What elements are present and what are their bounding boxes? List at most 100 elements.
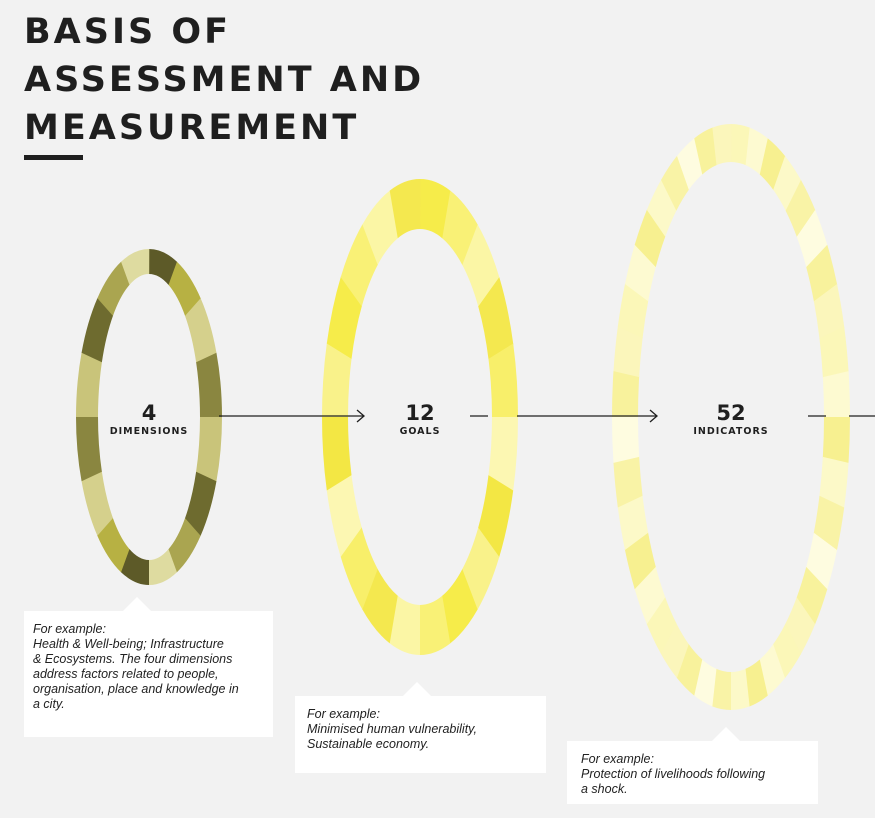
dimensions-ring-segment bbox=[148, 549, 177, 586]
indicators-ring-segment bbox=[813, 495, 845, 552]
goals-ring-segment bbox=[488, 417, 518, 492]
goals-ring-segment bbox=[442, 190, 478, 266]
goals-ring-segment bbox=[322, 342, 352, 417]
indicators-ring-segment bbox=[613, 325, 643, 378]
goals-ring-segment bbox=[326, 474, 362, 557]
dimensions-ring-segment bbox=[97, 261, 130, 316]
indicators-ring-segment bbox=[731, 123, 751, 166]
indicators-ring-segment bbox=[646, 179, 677, 237]
goals-ring-segment bbox=[462, 224, 500, 308]
goals-ring-segment bbox=[389, 178, 421, 239]
indicators-ring bbox=[611, 123, 851, 711]
callout-line: address factors related to people, bbox=[33, 667, 219, 681]
goals-ring-segment bbox=[478, 475, 514, 558]
indicators-example-callout: For example: Protection of livelihoods f… bbox=[567, 727, 818, 804]
dimensions-ring-segment bbox=[196, 417, 222, 482]
dimensions-ring-segment bbox=[97, 517, 130, 573]
goals-ring-segment bbox=[478, 277, 514, 360]
goals-ring-segment bbox=[340, 526, 378, 610]
callout-heading: For example: bbox=[307, 707, 380, 721]
dimensions-ring-segment bbox=[184, 471, 217, 537]
indicators-ring-segment bbox=[612, 370, 640, 417]
goals-ring-segment bbox=[340, 223, 378, 307]
indicators-ring-segment bbox=[711, 668, 731, 710]
indicators-ring-segment bbox=[712, 123, 732, 166]
indicators-ring-segment bbox=[806, 244, 838, 303]
indicators-ring-segment bbox=[745, 659, 768, 707]
dimensions-ring-segment bbox=[75, 416, 102, 482]
goals-ring-segment bbox=[419, 595, 451, 656]
goals-ring-segment bbox=[441, 569, 478, 644]
goals-count: 12 bbox=[405, 401, 435, 425]
dimensions-ring bbox=[75, 248, 223, 586]
dimensions-ring-segment bbox=[81, 471, 113, 536]
callout-line: & Ecosystems. The four dimensions bbox=[33, 652, 233, 666]
title-underline bbox=[24, 155, 83, 160]
goals-ring-segment bbox=[326, 276, 362, 359]
arrow-head-1 bbox=[356, 409, 365, 423]
callout-heading: For example: bbox=[33, 622, 106, 636]
indicators-ring-segment bbox=[785, 597, 816, 655]
indicators-ring-segment bbox=[819, 326, 849, 379]
indicators-ring-segment bbox=[822, 417, 850, 464]
indicators-ring-segment bbox=[617, 282, 649, 339]
goals-ring-segment bbox=[362, 190, 399, 265]
dimensions-stat: 4 DIMENSIONS bbox=[110, 401, 189, 439]
indicators-ring-segment bbox=[796, 566, 828, 626]
goals-ring-segment bbox=[420, 179, 451, 239]
arrow-head-2 bbox=[649, 409, 658, 423]
indicators-ring-segment bbox=[624, 531, 656, 590]
goals-example-callout: For example: Minimised human vulnerabili… bbox=[295, 682, 546, 773]
callout-line: Minimised human vulnerability, bbox=[307, 722, 477, 736]
dimensions-ring-segment bbox=[185, 298, 217, 363]
indicators-ring-segment bbox=[613, 455, 643, 508]
indicators-ring-segment bbox=[773, 155, 802, 212]
indicators-ring-segment bbox=[813, 283, 845, 340]
dimensions-label: DIMENSIONS bbox=[109, 426, 189, 437]
indicators-ring-segment bbox=[611, 415, 640, 463]
dimensions-ring-segment bbox=[120, 548, 149, 585]
dimensions-ring-segment bbox=[76, 352, 102, 417]
indicators-ring-segment bbox=[634, 208, 666, 268]
dimensions-ring-segment bbox=[81, 297, 114, 363]
indicators-ring-segment bbox=[819, 456, 849, 509]
indicators-stat: 52 INDICATORS bbox=[693, 401, 768, 439]
title-line-2: ASSESSMENT AND bbox=[24, 60, 425, 100]
goals-ring-segment bbox=[362, 568, 398, 644]
indicators-ring-segment bbox=[676, 643, 703, 696]
goals-ring-segment bbox=[488, 343, 519, 418]
goals-ring-segment bbox=[389, 595, 420, 655]
indicators-count: 52 bbox=[716, 401, 746, 425]
goals-ring bbox=[321, 178, 519, 656]
title-line-3: MEASUREMENT bbox=[24, 108, 360, 148]
indicators-ring-segment bbox=[660, 622, 689, 679]
callout-heading: For example: bbox=[581, 752, 654, 766]
dimensions-example-callout: For example: Health & Well-being; Infras… bbox=[24, 597, 273, 737]
callout-line: organisation, place and knowledge in bbox=[33, 682, 239, 696]
goals-ring-segment bbox=[462, 527, 500, 611]
indicators-ring-segment bbox=[730, 668, 750, 711]
goals-label: GOALS bbox=[399, 426, 441, 437]
dimensions-count: 4 bbox=[141, 401, 157, 425]
callout-line: Protection of livelihoods following bbox=[581, 767, 766, 781]
callout-line: a shock. bbox=[581, 782, 628, 796]
dimensions-ring-segment bbox=[196, 352, 223, 418]
goals-ring-segment bbox=[321, 416, 352, 491]
callout-line: Sustainable economy. bbox=[307, 737, 430, 751]
indicators-ring-segment bbox=[785, 179, 816, 238]
indicators-ring-segment bbox=[822, 371, 851, 419]
indicators-ring-segment bbox=[646, 596, 677, 655]
dimensions-ring-segment bbox=[168, 261, 201, 317]
indicators-label: INDICATORS bbox=[693, 426, 769, 437]
callout-line: a city. bbox=[33, 697, 65, 711]
indicators-ring-segment bbox=[759, 644, 786, 697]
dimensions-ring-segment bbox=[149, 249, 178, 286]
indicators-ring-segment bbox=[617, 494, 649, 551]
goals-stat: 12 GOALS bbox=[400, 401, 441, 439]
indicators-ring-segment bbox=[759, 138, 786, 191]
indicators-ring-segment bbox=[694, 127, 717, 175]
title-line-1: BASIS OF bbox=[24, 12, 232, 52]
dimensions-ring-segment bbox=[121, 248, 150, 285]
page-title: BASIS OF ASSESSMENT AND MEASUREMENT bbox=[24, 8, 424, 152]
